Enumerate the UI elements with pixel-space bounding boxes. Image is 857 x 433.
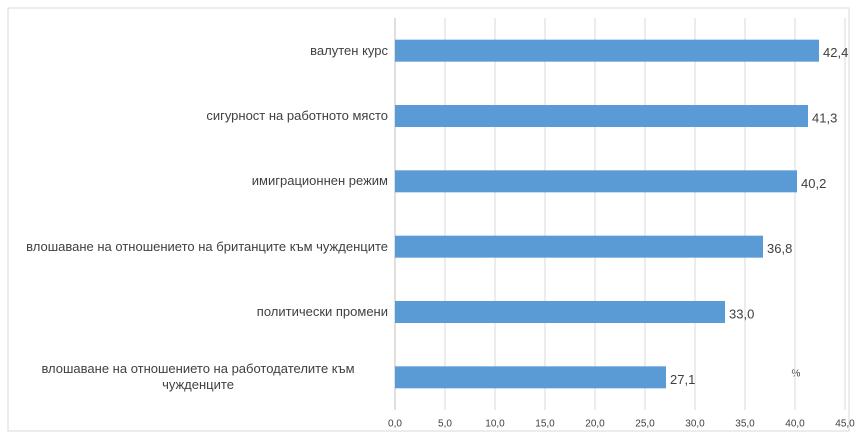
x-tick-label: 15,0 [535, 419, 555, 430]
y-tick-label: имиграционнен режим [251, 173, 388, 189]
x-tick-label: 10,0 [485, 419, 505, 430]
data-label: 41,3 [812, 110, 837, 125]
y-tick-label: влошаване на отношението на работодатели… [41, 361, 355, 393]
annotation: % [792, 369, 801, 380]
data-label: 42,4 [823, 45, 848, 60]
x-tick-label: 30,0 [685, 419, 705, 430]
bar [395, 366, 666, 389]
data-label: 40,2 [801, 176, 826, 191]
x-tick-label: 20,0 [585, 419, 605, 430]
bar [395, 39, 819, 62]
bar [395, 105, 808, 127]
bar [395, 301, 725, 323]
x-tick-label: 0,0 [388, 419, 402, 430]
x-tick-label: 25,0 [635, 419, 655, 430]
y-tick-label: политически промени [256, 304, 388, 319]
chart-border [7, 7, 850, 432]
data-label: 36,8 [767, 241, 792, 256]
x-tick-label: 40,0 [785, 419, 805, 430]
y-tick-label: валутен курс [310, 42, 388, 58]
data-label: 33,0 [729, 306, 754, 321]
data-label: 27,1 [670, 372, 695, 387]
bar [395, 235, 763, 258]
bar [395, 170, 797, 193]
x-tick-label: 5,0 [438, 419, 452, 430]
x-tick-label: 45,0 [835, 419, 855, 430]
y-tick-label: сигурност на работното място [206, 108, 388, 123]
x-tick-label: 35,0 [735, 419, 755, 430]
y-tick-label: влошаване на отношението на британците к… [26, 238, 388, 254]
